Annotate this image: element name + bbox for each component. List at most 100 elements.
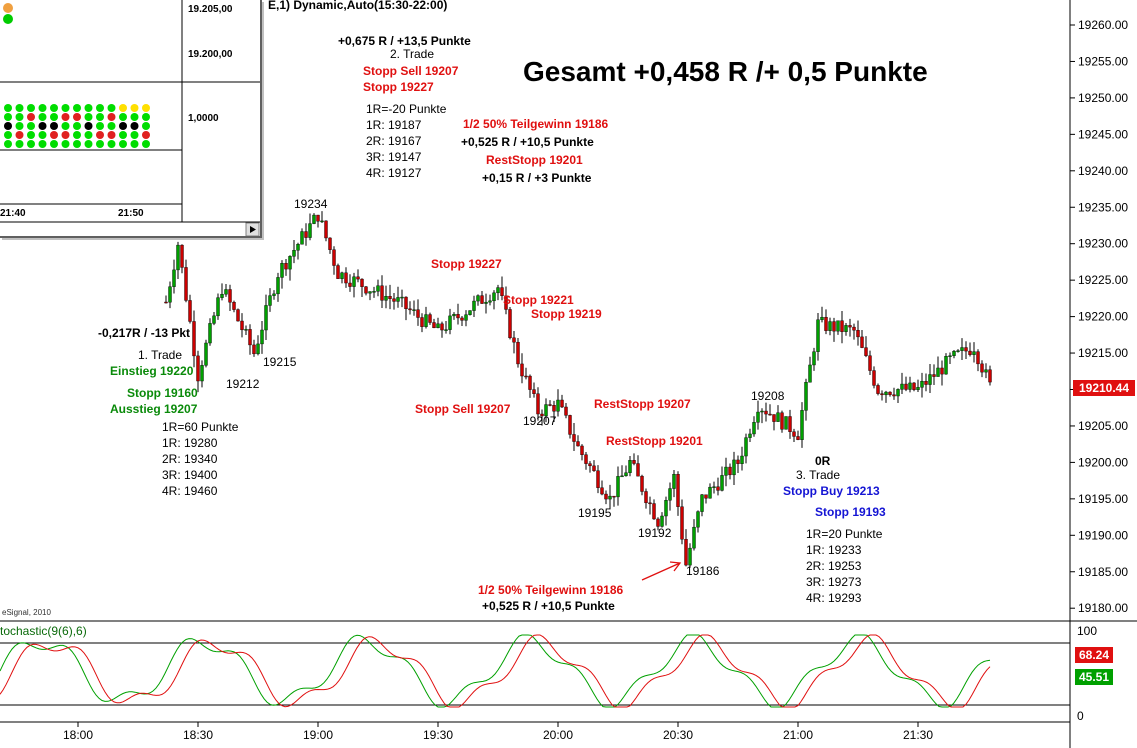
candle-body <box>220 293 224 298</box>
trade3-stop-buy: Stopp Buy 19213 <box>783 484 880 498</box>
candle-body <box>984 369 988 373</box>
candle-body <box>820 316 824 320</box>
candle-body <box>584 454 588 464</box>
signal-dot <box>107 122 116 130</box>
trade2-target-0: 1R=-20 Punkte <box>366 102 447 116</box>
signal-dot <box>107 113 116 121</box>
trade3-result: 0R <box>815 454 831 468</box>
candle-body <box>196 355 200 382</box>
y-tick-label: 19190.00 <box>1078 528 1128 542</box>
candle-body <box>496 287 500 294</box>
candle-body <box>504 295 508 310</box>
signal-dot <box>142 122 150 130</box>
candle-body <box>976 351 980 365</box>
candle-body <box>792 431 796 437</box>
candle-body <box>460 317 464 321</box>
signal-dot <box>61 104 70 112</box>
trade2-target-2: 2R: 19167 <box>366 134 422 148</box>
signal-dot <box>142 131 150 139</box>
candle-body <box>368 291 372 294</box>
candle-body <box>192 321 196 357</box>
candle-body <box>492 292 496 302</box>
signal-dot <box>50 113 58 121</box>
signal-dot <box>4 140 12 148</box>
trade2-title: 2. Trade <box>390 47 435 61</box>
candle-body <box>800 410 804 440</box>
candle-body <box>624 472 628 477</box>
candle-body <box>332 249 336 266</box>
note-partial-bottom: 1/2 50% Teilgewinn 19186 <box>478 583 624 597</box>
candle-body <box>312 214 316 224</box>
candle-body <box>928 374 932 385</box>
pivot-19234: 19234 <box>294 197 328 211</box>
candle-body <box>904 383 908 390</box>
candle-body <box>816 319 820 352</box>
candle-body <box>916 387 920 390</box>
inset-time-label-1: 21:40 <box>0 208 26 219</box>
candle-body <box>176 244 180 271</box>
stoch-d-line <box>0 634 991 708</box>
candle-body <box>936 367 940 377</box>
candle-body <box>384 296 388 301</box>
last-price-marker: 19210.44 <box>1073 380 1135 396</box>
candle-body <box>180 244 184 268</box>
trade2-target-1: 1R: 19187 <box>366 118 422 132</box>
candle-body <box>188 300 192 322</box>
candle-body <box>536 393 540 415</box>
pivot-19208: 19208 <box>751 389 785 403</box>
trade1-stop: Stopp 19160 <box>127 386 198 400</box>
candle-body <box>416 309 420 318</box>
candle-body <box>400 296 404 299</box>
candle-body <box>796 436 800 440</box>
candle-body <box>688 547 692 566</box>
candle-body <box>612 495 616 498</box>
signal-dot <box>119 140 127 148</box>
candle-body <box>648 502 652 505</box>
candle-body <box>872 370 876 386</box>
candle-body <box>848 325 852 328</box>
candle-body <box>632 460 636 464</box>
candle-body <box>812 351 816 366</box>
note-reststopp-19201: RestStopp 19201 <box>606 434 703 448</box>
candle-body <box>208 323 212 344</box>
candle-body <box>228 289 232 303</box>
candle-body <box>676 474 680 507</box>
candle-body <box>884 391 888 396</box>
candle-body <box>344 272 348 284</box>
candle-body <box>576 441 580 447</box>
signal-dot <box>50 140 58 148</box>
candlestick-series <box>164 211 992 568</box>
signal-dot <box>27 122 35 130</box>
candle-body <box>376 285 380 292</box>
trade2-partial: 1/2 50% Teilgewinn 19186 <box>463 117 609 131</box>
candle-body <box>712 486 716 488</box>
candle-body <box>640 475 644 492</box>
candle-body <box>232 301 236 310</box>
candle-body <box>388 296 392 299</box>
signal-dot <box>142 104 150 112</box>
candle-body <box>236 309 240 322</box>
candle-body <box>664 500 668 517</box>
candle-body <box>508 309 512 339</box>
trade3-target-4: 4R: 19293 <box>806 591 862 605</box>
stoch-k-marker: 45.51 <box>1075 669 1113 685</box>
candle-body <box>596 470 600 488</box>
candle-body <box>392 298 396 302</box>
signal-dot <box>96 122 104 130</box>
candle-body <box>244 329 248 331</box>
candle-body <box>272 293 276 296</box>
signal-dot <box>73 104 81 112</box>
candle-body <box>524 375 528 378</box>
signal-dot <box>73 122 81 130</box>
candle-body <box>284 263 288 270</box>
candle-body <box>448 315 452 330</box>
trade1-target-2: 2R: 19340 <box>162 452 218 466</box>
candle-body <box>452 314 456 317</box>
signal-dot <box>130 104 139 112</box>
trade2-target-4: 4R: 19127 <box>366 166 422 180</box>
signal-dot <box>50 122 58 130</box>
candle-body <box>364 286 368 294</box>
signal-dot <box>130 113 139 121</box>
trade1-target-1: 1R: 19280 <box>162 436 218 450</box>
candle-body <box>744 437 748 457</box>
